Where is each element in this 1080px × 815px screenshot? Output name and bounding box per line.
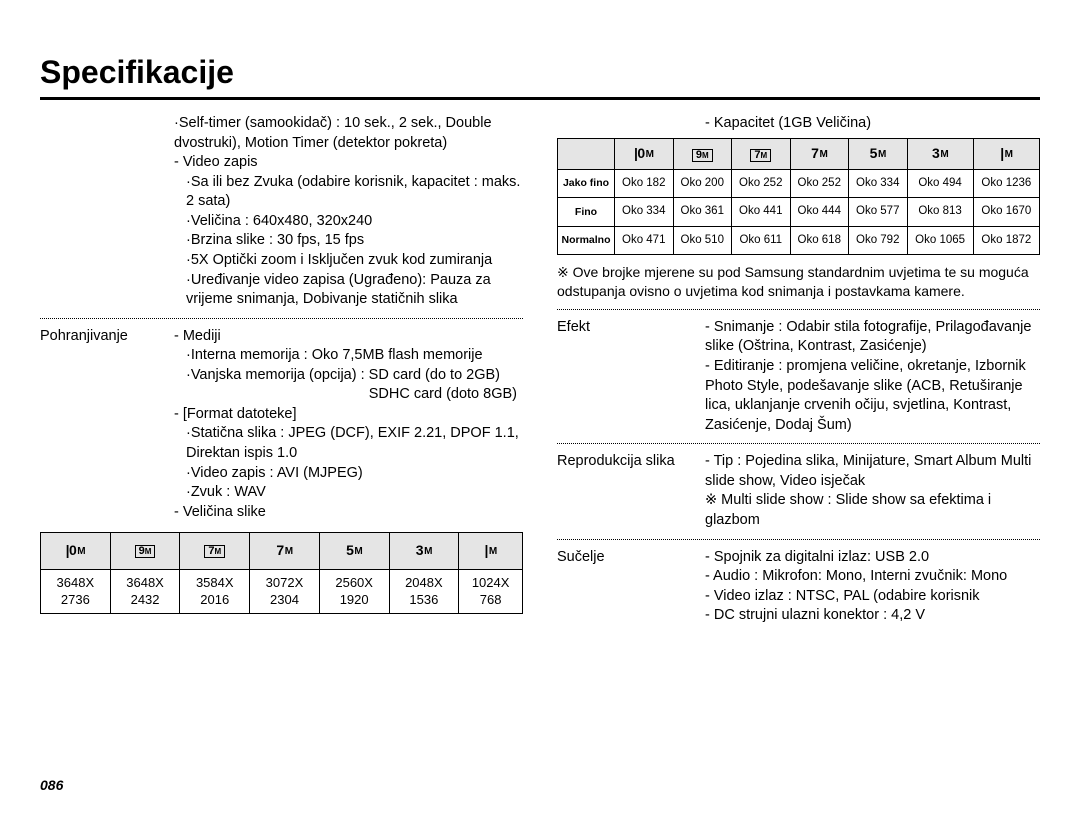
cap-cell: Oko 334 (849, 169, 908, 198)
res-9m-wide-icon: 9M (673, 138, 732, 169)
video-edit: ·Uređivanje video zapisa (Ugrađeno): Pau… (174, 271, 523, 310)
video-fps: ·Brzina slike : 30 fps, 15 fps (174, 231, 523, 251)
cap-cell: Oko 1236 (973, 169, 1039, 198)
res-10m-icon: |0M (41, 533, 111, 570)
video-zoom: ·5X Optički zoom i Isključen zvuk kod zu… (174, 251, 523, 271)
media-internal: ·Interna memorija : Oko 7,5MB flash memo… (174, 346, 523, 366)
cap-cell: Oko 1872 (973, 226, 1039, 255)
video-header: - Video zapis (174, 153, 523, 173)
size-cell: 2048X 1536 (389, 570, 459, 614)
cap-cell: Oko 471 (615, 226, 674, 255)
size-cell: 3648X 2736 (41, 570, 111, 614)
res-7m-icon: 7M (790, 138, 849, 169)
res-9m-wide-icon: 9M (110, 533, 180, 570)
effect-editing: - Editiranje : promjena veličine, okreta… (705, 357, 1040, 435)
res-1m-icon: |M (973, 138, 1039, 169)
cap-cell: Oko 182 (615, 169, 674, 198)
capacity-header: - Kapacitet (1GB Veličina) (705, 114, 1040, 134)
media-sdhc: SDHC card (doto 8GB) (174, 385, 523, 405)
cap-cell: Oko 444 (790, 198, 849, 227)
playback-label: Reprodukcija slika (557, 452, 705, 530)
cap-cell: Oko 510 (673, 226, 732, 255)
size-cell: 3072X 2304 (250, 570, 320, 614)
res-7m-wide-icon: 7M (732, 138, 791, 169)
res-3m-icon: 3M (389, 533, 459, 570)
interface-usb: - Spojnik za digitalni izlaz: USB 2.0 (705, 548, 1040, 568)
diagonal-header-cell (558, 138, 615, 169)
effect-label: Efekt (557, 318, 705, 435)
right-column: - Kapacitet (1GB Veličina) |0M 9M 7M 7M … (557, 114, 1040, 626)
selftimer-spec: ·Self-timer (samookidač) : 10 sek., 2 se… (174, 114, 523, 153)
cap-cell: Oko 441 (732, 198, 791, 227)
media-external: ·Vanjska memorija (opcija) : SD card (do… (174, 366, 523, 386)
cap-cell: Oko 494 (907, 169, 973, 198)
size-cell: 2560X 1920 (319, 570, 389, 614)
cap-cell: Oko 334 (615, 198, 674, 227)
cap-cell: Oko 1065 (907, 226, 973, 255)
quality-label: Jako fino (558, 169, 615, 198)
imagesize-header: - Veličina slike (174, 503, 523, 523)
cap-cell: Oko 200 (673, 169, 732, 198)
media-header: - Mediji (174, 327, 523, 347)
size-cell: 3648X 2432 (110, 570, 180, 614)
format-header: - [Format datoteke] (174, 405, 523, 425)
cap-cell: Oko 361 (673, 198, 732, 227)
effect-shooting: - Snimanje : Odabir stila fotografije, P… (705, 318, 1040, 357)
capacity-table: |0M 9M 7M 7M 5M 3M |M Jako fino Oko 182 … (557, 138, 1040, 256)
format-audio: ·Zvuk : WAV (174, 483, 523, 503)
playback-type: - Tip : Pojedina slika, Minijature, Smar… (705, 452, 1040, 491)
cap-cell: Oko 611 (732, 226, 791, 255)
interface-video: - Video izlaz : NTSC, PAL (odabire koris… (705, 587, 1040, 607)
interface-label: Sučelje (557, 548, 705, 626)
cap-cell: Oko 577 (849, 198, 908, 227)
divider (557, 443, 1040, 444)
playback-slideshow: ※ Multi slide show : Slide show sa efekt… (705, 491, 1040, 530)
cap-cell: Oko 1670 (973, 198, 1039, 227)
cap-cell: Oko 813 (907, 198, 973, 227)
table-row: 3648X 2736 3648X 2432 3584X 2016 3072X 2… (41, 570, 523, 614)
divider (40, 318, 523, 319)
res-7m-icon: 7M (250, 533, 320, 570)
res-10m-icon: |0M (615, 138, 674, 169)
table-row: Fino Oko 334 Oko 361 Oko 441 Oko 444 Oko… (558, 198, 1040, 227)
interface-audio: - Audio : Mikrofon: Mono, Interni zvučni… (705, 567, 1040, 587)
cap-cell: Oko 252 (790, 169, 849, 198)
res-5m-icon: 5M (849, 138, 908, 169)
image-size-table: |0M 9M 7M 7M 5M 3M |M 3648X 2736 3648X 2… (40, 532, 523, 614)
res-5m-icon: 5M (319, 533, 389, 570)
format-video: ·Video zapis : AVI (MJPEG) (174, 464, 523, 484)
size-cell: 1024X 768 (459, 570, 523, 614)
page-number: 086 (40, 777, 63, 793)
video-spec: ·Sa ili bez Zvuka (odabire korisnik, kap… (174, 173, 523, 212)
format-still: ·Statična slika : JPEG (DCF), EXIF 2.21,… (174, 424, 523, 463)
cap-cell: Oko 618 (790, 226, 849, 255)
size-cell: 3584X 2016 (180, 570, 250, 614)
storage-label: Pohranjivanje (40, 327, 174, 523)
table-header-row: |0M 9M 7M 7M 5M 3M |M (41, 533, 523, 570)
table-row: Jako fino Oko 182 Oko 200 Oko 252 Oko 25… (558, 169, 1040, 198)
divider (557, 539, 1040, 540)
quality-label: Fino (558, 198, 615, 227)
capacity-note: ※ Ove brojke mjerene su pod Samsung stan… (557, 263, 1040, 301)
left-column: ·Self-timer (samookidač) : 10 sek., 2 se… (40, 114, 523, 626)
page-title: Specifikacije (40, 54, 1040, 100)
res-3m-icon: 3M (907, 138, 973, 169)
res-7m-wide-icon: 7M (180, 533, 250, 570)
interface-dc: - DC strujni ulazni konektor : 4,2 V (705, 606, 1040, 626)
divider (557, 309, 1040, 310)
video-size: ·Veličina : 640x480, 320x240 (174, 212, 523, 232)
res-1m-icon: |M (459, 533, 523, 570)
cap-cell: Oko 792 (849, 226, 908, 255)
table-row: Normalno Oko 471 Oko 510 Oko 611 Oko 618… (558, 226, 1040, 255)
table-header-row: |0M 9M 7M 7M 5M 3M |M (558, 138, 1040, 169)
quality-label: Normalno (558, 226, 615, 255)
cap-cell: Oko 252 (732, 169, 791, 198)
